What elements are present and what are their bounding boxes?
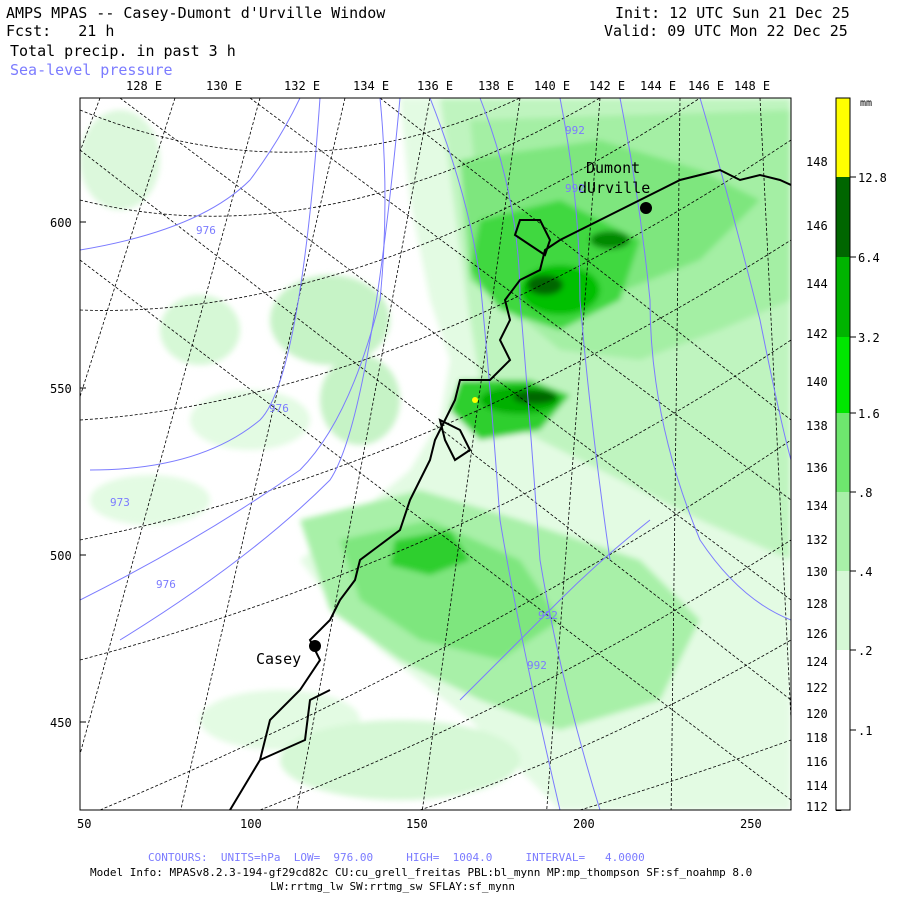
x-tick-label: 100 [240, 817, 262, 831]
lon-label: 138 E [806, 419, 842, 433]
forecast-hour: Fcst: 21 h [6, 22, 115, 40]
legend-label: 1.6 [858, 407, 880, 421]
init-time: Init: 12 UTC Sun 21 Dec 25 [615, 4, 850, 22]
map-title: AMPS MPAS -- Casey-Dumont d'Urville Wind… [6, 4, 386, 22]
pressure-label: 973 [110, 496, 130, 509]
legend-swatch [836, 337, 850, 413]
legend-label: .2 [858, 644, 872, 658]
slp-contours [80, 98, 791, 810]
legend-label: 3.2 [858, 331, 880, 345]
legend-unit: mm [860, 98, 872, 109]
x-axis-labels: 50 100 150 200 250 [77, 817, 762, 831]
lon-label: 142 E [806, 327, 842, 341]
station-dumont-durville-marker [640, 202, 652, 214]
lon-label: 134 E [806, 499, 842, 513]
legend-swatch [836, 257, 850, 337]
model-info-line2: LW:rrtmg_lw SW:rrtmg_sw SFLAY:sf_mynn [270, 880, 516, 893]
station-casey-label: Casey [256, 650, 301, 668]
lon-label: 130 E [806, 565, 842, 579]
legend-label: 6.4 [858, 251, 880, 265]
lon-label: 130 E [206, 79, 242, 93]
pressure-label: 992 [527, 659, 547, 672]
map-frame [79, 97, 792, 811]
lon-label: 144 E [640, 79, 676, 93]
lon-label: 124 E [806, 655, 842, 669]
color-legend: mm 12.8 6.4 3.2 1.6 .8 .4 .2 .1 [835, 97, 887, 811]
precip-shading [80, 98, 791, 810]
lon-label: 134 E [353, 79, 389, 93]
x-tick-label: 50 [77, 817, 91, 831]
field-name: Total precip. in past 3 h [10, 42, 236, 60]
station-dumont-label-2: dUrville [578, 179, 650, 197]
lon-label: 132 E [284, 79, 320, 93]
lon-label: 136 E [806, 461, 842, 475]
station-dumont-label-1: Dumont [586, 159, 640, 177]
map-area: Dumont dUrville Casey 976 976 973 976 99… [80, 98, 791, 810]
y-tick-label: 450 [50, 716, 72, 730]
legend-label: .4 [858, 565, 872, 579]
pressure-label: 976 [196, 224, 216, 237]
pressure-label: 992 [565, 182, 585, 195]
lon-label: 132 E [806, 533, 842, 547]
lon-label: 126 E [806, 627, 842, 641]
valid-time: Valid: 09 UTC Mon 22 Dec 25 [604, 22, 848, 40]
y-tick-label: 550 [50, 382, 72, 396]
coastline [229, 168, 791, 810]
lon-label: 140 E [806, 375, 842, 389]
legend-swatch [836, 413, 850, 492]
lon-label: 148 E [734, 79, 770, 93]
legend-swatch [836, 492, 850, 571]
legend-swatch [836, 177, 850, 257]
lon-label: 114 E [806, 779, 842, 793]
lon-label: 120 E [806, 707, 842, 721]
lon-label: 128 E [126, 79, 162, 93]
lon-label: 128 E [806, 597, 842, 611]
x-tick-label: 250 [740, 817, 762, 831]
pressure-label: 976 [156, 578, 176, 591]
legend-swatch [836, 571, 850, 650]
lon-label: 118 E [806, 731, 842, 745]
model-info: Model Info: MPASv8.2.3-194-gf29cd82c CU:… [90, 866, 753, 879]
lon-label: 146 E [806, 219, 842, 233]
overlay-name: Sea-level pressure [10, 61, 173, 79]
lon-label: 140 E [534, 79, 570, 93]
pressure-label: 976 [269, 402, 289, 415]
latlon-grid [80, 98, 791, 810]
y-axis-labels: 600 550 500 450 [50, 216, 86, 730]
lon-label: 148 E [806, 155, 842, 169]
pressure-labels: 976 976 973 976 992 992 992 992 [110, 124, 585, 672]
precip-max-marker [472, 397, 478, 403]
lon-label: 122 E [806, 681, 842, 695]
top-longitude-labels: 128 E 130 E 132 E 134 E 136 E 138 E 140 … [126, 79, 770, 93]
right-longitude-labels: 148 E 146 E 144 E 142 E 140 E 138 E 136 … [806, 155, 842, 814]
legend-label: 12.8 [858, 171, 887, 185]
contour-info: CONTOURS: UNITS=hPa LOW= 976.00 HIGH= 10… [148, 851, 645, 864]
lon-label: 116 E [806, 755, 842, 769]
station-casey-marker [309, 640, 321, 652]
lon-label: 138 E [478, 79, 514, 93]
pressure-label: 992 [565, 124, 585, 137]
pressure-label: 992 [538, 609, 558, 622]
legend-swatch [836, 650, 850, 810]
legend-label: .1 [858, 724, 872, 738]
x-tick-label: 200 [573, 817, 595, 831]
y-tick-label: 500 [50, 549, 72, 563]
legend-swatch [836, 98, 850, 177]
x-tick-label: 150 [406, 817, 428, 831]
lon-label: 146 E [688, 79, 724, 93]
lon-label: 136 E [417, 79, 453, 93]
lon-label: 142 E [589, 79, 625, 93]
legend-label: .8 [858, 486, 872, 500]
y-tick-label: 600 [50, 216, 72, 230]
lon-label: 112 E [806, 800, 842, 814]
lon-label: 144 E [806, 277, 842, 291]
